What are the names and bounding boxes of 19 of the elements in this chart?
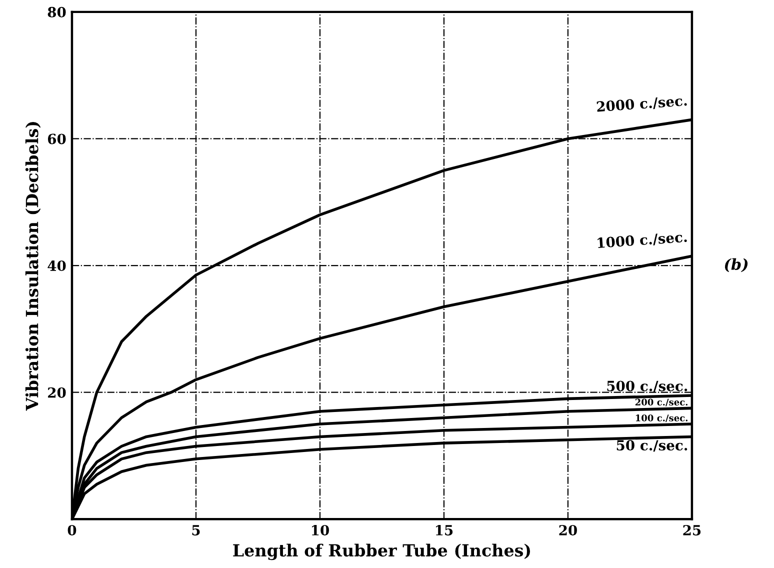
series-label: 100 c./sec. [636, 414, 688, 422]
x-axis-title: Length of Rubber Tube (Inches) [233, 544, 530, 560]
y-axis-title: Vibration Insulation (Decibels) [25, 122, 41, 411]
x-tick-label: 25 [683, 524, 701, 536]
x-tick-label: 15 [436, 524, 453, 536]
series-label: 50 c./sec. [616, 440, 688, 452]
y-tick-label: 20 [48, 387, 66, 398]
series-label: 2000 c./sec. [596, 95, 687, 113]
y-tick-label: 80 [48, 6, 66, 18]
text: (b) [724, 258, 748, 272]
series-label: 500 c./sec. [607, 380, 688, 392]
series-label: 200 c./sec. [635, 398, 688, 406]
x-tick-label: 10 [312, 524, 329, 536]
x-tick-label: 5 [192, 525, 200, 536]
series-label: 1000 c./sec. [597, 231, 687, 250]
x-tick-label: 20 [559, 524, 577, 536]
y-tick-label: 60 [48, 134, 66, 144]
x-tick-label: 0 [68, 524, 76, 536]
y-tick-label: 40 [48, 260, 66, 272]
